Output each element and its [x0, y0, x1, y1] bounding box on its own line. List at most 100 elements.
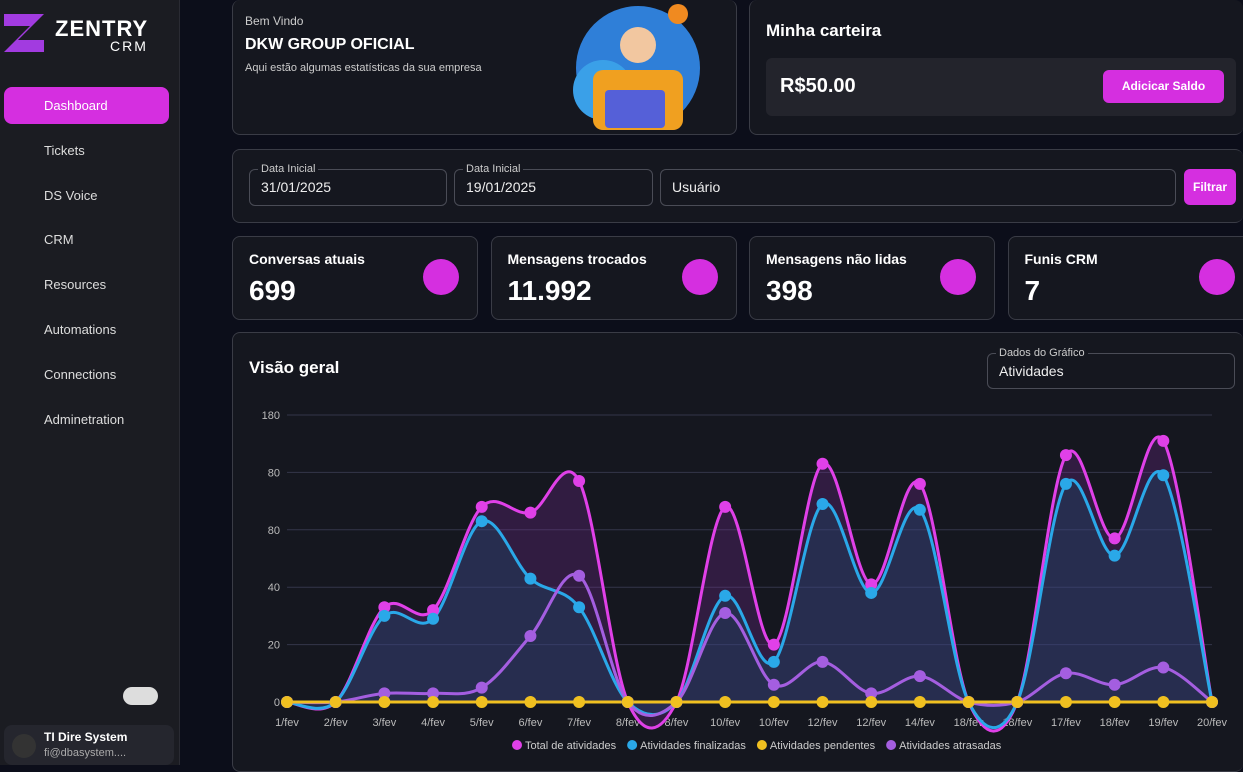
point [768, 679, 780, 691]
point [963, 696, 975, 708]
stat-value: 7 [1025, 275, 1041, 307]
welcome-subtitle: Aqui estão algumas estatísticas da sua e… [245, 62, 482, 74]
x-tick-label: 17/fev [1051, 717, 1081, 729]
nav-item[interactable]: CRM [4, 221, 169, 258]
stat-label: Conversas atuais [249, 251, 365, 267]
point [670, 696, 682, 708]
user-email: fi@dbasystem.... [44, 747, 126, 759]
wallet-box: R$50.00 Adicicar Saldo [766, 58, 1236, 116]
nav-item[interactable]: Connections [4, 356, 169, 393]
add-balance-button[interactable]: Adicicar Saldo [1103, 70, 1224, 103]
nav-item[interactable]: Dashboard [4, 87, 169, 124]
point [914, 504, 926, 516]
x-tick-label: 7/fev [567, 717, 591, 729]
theme-toggle[interactable] [123, 687, 158, 705]
user-card[interactable]: TI Dire System fi@dbasystem.... [4, 725, 174, 765]
point [719, 501, 731, 513]
wallet-card: Minha carteira R$50.00 Adicicar Saldo [749, 0, 1243, 135]
stat-label: Mensagens não lidas [766, 251, 907, 267]
x-tick-label: 20/fev [1197, 717, 1227, 729]
field-label: Data Inicial [463, 163, 523, 175]
field-value: 19/01/2025 [466, 179, 536, 195]
brand-sub: CRM [110, 38, 148, 54]
point [719, 590, 731, 602]
balance: R$50.00 [780, 75, 856, 98]
nav-item[interactable]: DS Voice [4, 177, 169, 214]
stat-card: Mensagens não lidas 398 [749, 236, 995, 320]
welcome-card: Bem Vindo DKW GROUP OFICIAL Aqui estão a… [232, 0, 737, 135]
x-tick-label: 12/fev [808, 717, 838, 729]
x-tick-label: 8/fev [665, 717, 689, 729]
point [914, 670, 926, 682]
point [817, 656, 829, 668]
point [427, 613, 439, 625]
y-tick-label: 0 [274, 697, 280, 709]
logo [4, 14, 46, 54]
field-value: Usuário [672, 179, 720, 195]
nav-item[interactable]: Tickets [4, 132, 169, 169]
point [1060, 478, 1072, 490]
legend-label: Atividades atrasadas [899, 740, 1002, 752]
company: DKW GROUP OFICIAL [245, 36, 414, 54]
avatar [12, 734, 36, 758]
nav-item[interactable]: Resources [4, 266, 169, 303]
legend-swatch [512, 740, 522, 750]
x-tick-label: 4/fev [421, 717, 445, 729]
point [817, 498, 829, 510]
point [476, 501, 488, 513]
stat-value: 398 [766, 275, 813, 307]
y-tick-label: 20 [268, 640, 280, 652]
point [524, 573, 536, 585]
point [524, 696, 536, 708]
point [573, 696, 585, 708]
x-tick-label: 1/fev [275, 717, 299, 729]
point [573, 601, 585, 613]
point [1109, 696, 1121, 708]
x-tick-label: 19/fev [1148, 717, 1178, 729]
greeting: Bem Vindo [245, 14, 303, 28]
point [573, 475, 585, 487]
user-name: TI Dire System [44, 730, 127, 744]
point [719, 696, 731, 708]
point [476, 682, 488, 694]
stat-icon [682, 259, 718, 295]
point [330, 696, 342, 708]
x-tick-label: 3/fev [372, 717, 396, 729]
point [1109, 532, 1121, 544]
stat-card: Conversas atuais 699 [232, 236, 478, 320]
point [914, 696, 926, 708]
point [622, 696, 634, 708]
point [476, 515, 488, 527]
point [817, 458, 829, 470]
legend-swatch [627, 740, 637, 750]
point [1109, 679, 1121, 691]
nav-item[interactable]: Adminetration [4, 401, 169, 438]
point [1206, 696, 1218, 708]
stat-icon [940, 259, 976, 295]
point [378, 610, 390, 622]
x-tick-label: 2/fev [324, 717, 348, 729]
x-tick-label: 14/fev [905, 717, 935, 729]
nav-item[interactable]: Automations [4, 311, 169, 348]
stat-value: 11.992 [508, 275, 592, 307]
legend-swatch [886, 740, 896, 750]
point [524, 630, 536, 642]
field-label: Data Inicial [258, 163, 318, 175]
user-select[interactable]: Usuário [660, 169, 1176, 206]
legend-label: Atividades finalizadas [640, 740, 746, 752]
stat-value: 699 [249, 275, 296, 307]
point [1157, 435, 1169, 447]
point [817, 696, 829, 708]
y-tick-label: 80 [268, 467, 280, 479]
filter-button[interactable]: Filtrar [1184, 169, 1236, 205]
x-tick-label: 5/fev [470, 717, 494, 729]
point [1011, 696, 1023, 708]
point [281, 696, 293, 708]
